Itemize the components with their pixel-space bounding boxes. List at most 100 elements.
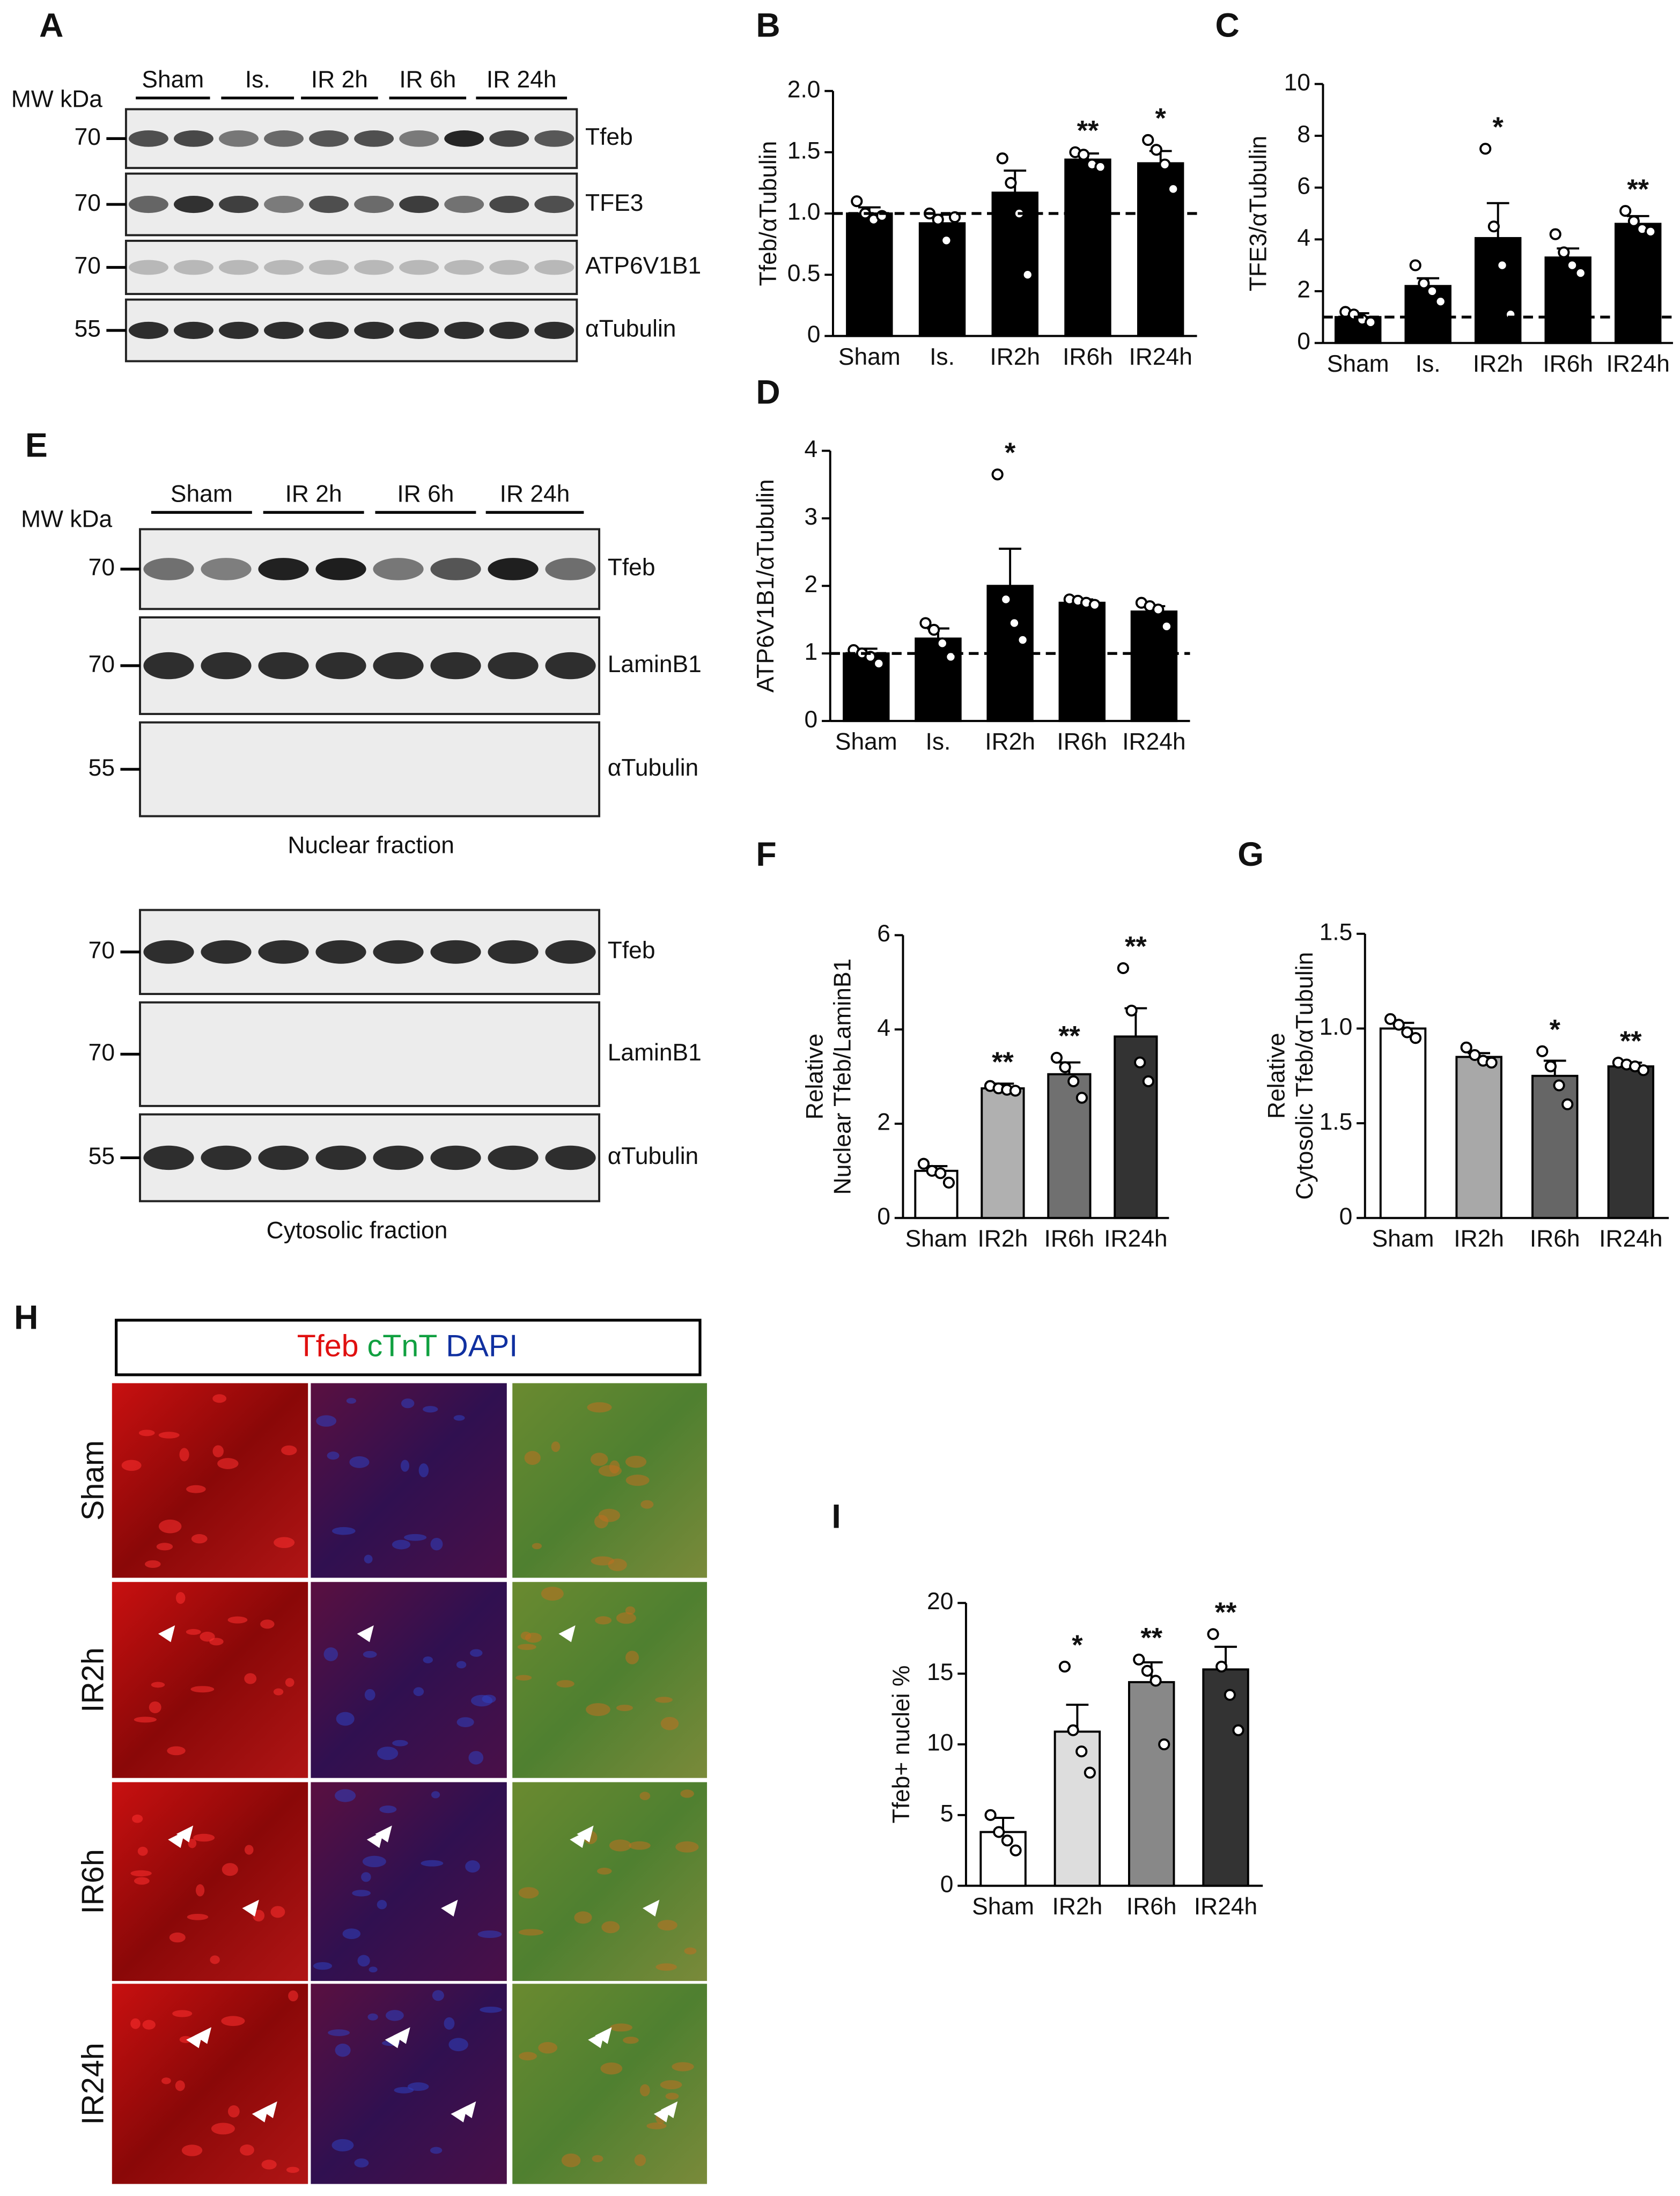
- data-point: [940, 234, 953, 247]
- data-point: [919, 617, 932, 629]
- protein-label: LaminB1: [608, 651, 702, 677]
- panel-letter: I: [831, 1498, 841, 1535]
- micrograph-texture: [240, 2144, 254, 2156]
- arrowhead: [653, 2105, 671, 2123]
- x-tick-label: IR2h: [978, 1226, 1028, 1252]
- y-axis-title: TFE3/αTubulin: [1246, 136, 1272, 291]
- micrograph-texture: [517, 1644, 536, 1650]
- data-point: [1141, 1664, 1153, 1677]
- blot-band: [315, 652, 366, 680]
- micrograph-texture: [519, 2052, 537, 2061]
- y-tick-label: 4: [1297, 225, 1310, 251]
- blot-band: [430, 558, 481, 580]
- micrograph-texture: [187, 1913, 209, 1920]
- lane-group-label: IR 2h: [285, 481, 342, 507]
- protein-label: αTubulin: [608, 755, 699, 781]
- micrograph-texture: [665, 2092, 679, 2100]
- bar: [1544, 256, 1591, 344]
- blot-band: [309, 260, 349, 275]
- blot-band: [201, 1145, 252, 1170]
- x-tick-label: Sham: [905, 1226, 967, 1252]
- micrograph-texture: [551, 1441, 561, 1453]
- blot-band: [128, 321, 168, 340]
- micrograph-texture: [640, 1500, 654, 1509]
- y-tick-label: 1: [805, 639, 818, 665]
- mw-header: MW kDa: [11, 86, 102, 113]
- x-tick-label: Sham: [835, 729, 897, 755]
- micrograph-texture: [601, 1921, 620, 1934]
- arrowhead: [186, 2031, 203, 2048]
- y-tick-label: 0: [1339, 1203, 1353, 1229]
- y-tick-label: 2: [805, 571, 818, 598]
- protein-label: Tfeb: [608, 937, 655, 963]
- x-tick-label: Sham: [1372, 1226, 1434, 1252]
- micrograph-texture: [227, 1616, 248, 1624]
- mw-label: 55: [89, 1143, 115, 1169]
- x-tick-label: Sham: [838, 344, 901, 370]
- x-tick-label: IR2h: [1454, 1226, 1504, 1252]
- x-tick-label: IR6h: [1543, 351, 1593, 377]
- micrograph-texture: [211, 2123, 235, 2135]
- micrograph-texture: [273, 1688, 284, 1696]
- x-tick-label: IR2h: [1052, 1893, 1103, 1920]
- blot-band: [173, 130, 213, 147]
- micrograph-texture: [121, 1460, 142, 1471]
- micrograph-texture: [377, 1747, 399, 1760]
- micrograph-texture: [346, 1398, 357, 1404]
- micrograph: [311, 1984, 507, 2184]
- data-point: [1645, 225, 1657, 238]
- micrograph-texture: [518, 1929, 544, 1936]
- blot-band: [128, 130, 168, 147]
- micrograph-texture: [625, 1475, 650, 1486]
- panel-letter: E: [25, 427, 48, 465]
- blot-band: [534, 321, 574, 340]
- micrograph: [512, 1383, 708, 1578]
- y-axis-title: ATP6V1B1/αTubulin: [753, 479, 779, 692]
- blot-band: [201, 558, 252, 580]
- data-point: [1637, 1064, 1649, 1077]
- micrograph-texture: [675, 1841, 699, 1853]
- data-point: [1558, 246, 1570, 259]
- data-point: [1215, 1660, 1228, 1673]
- data-point: [1009, 1085, 1021, 1097]
- x-tick-label: IR24h: [1122, 729, 1185, 755]
- micrograph-texture: [190, 1686, 215, 1693]
- micrograph-texture: [217, 1458, 239, 1469]
- data-point: [1224, 1689, 1236, 1701]
- data-point: [1574, 267, 1587, 279]
- micrograph-texture: [210, 1955, 220, 1964]
- blot-band: [128, 260, 168, 275]
- data-point: [1152, 603, 1165, 616]
- micrograph-texture: [357, 1955, 370, 1967]
- blot-band: [488, 558, 539, 580]
- arrowhead: [441, 1899, 458, 1917]
- blot-band: [264, 130, 304, 147]
- y-tick-label: 0: [877, 1203, 890, 1229]
- blot-band: [430, 652, 481, 680]
- arrowhead: [558, 1625, 576, 1642]
- micrograph-texture: [561, 2153, 581, 2168]
- data-point: [1392, 1019, 1405, 1031]
- micrograph-texture: [209, 1638, 224, 1646]
- micrograph-texture: [639, 1792, 651, 1800]
- blot-band: [373, 558, 424, 580]
- micrograph: [311, 1582, 507, 1778]
- micrograph-texture: [418, 1463, 429, 1478]
- data-point: [1434, 296, 1447, 308]
- blot-band: [173, 195, 213, 213]
- micrograph-texture: [598, 1465, 622, 1477]
- blot-band: [399, 195, 439, 213]
- micrograph-texture: [361, 1872, 371, 1882]
- y-tick-label: 1.0: [787, 199, 821, 225]
- arrowhead: [194, 2027, 212, 2044]
- micrograph: [311, 1383, 507, 1578]
- micrograph-texture: [158, 1519, 182, 1534]
- mw-label: 70: [89, 1040, 115, 1066]
- x-tick-label: IR24h: [1104, 1226, 1167, 1252]
- data-point: [984, 1809, 997, 1821]
- micrograph-texture: [274, 1537, 295, 1548]
- arrowhead: [252, 2105, 269, 2123]
- y-tick-label: 6: [1297, 173, 1310, 199]
- micrograph-texture: [646, 2123, 667, 2129]
- mw-label: 70: [89, 937, 115, 963]
